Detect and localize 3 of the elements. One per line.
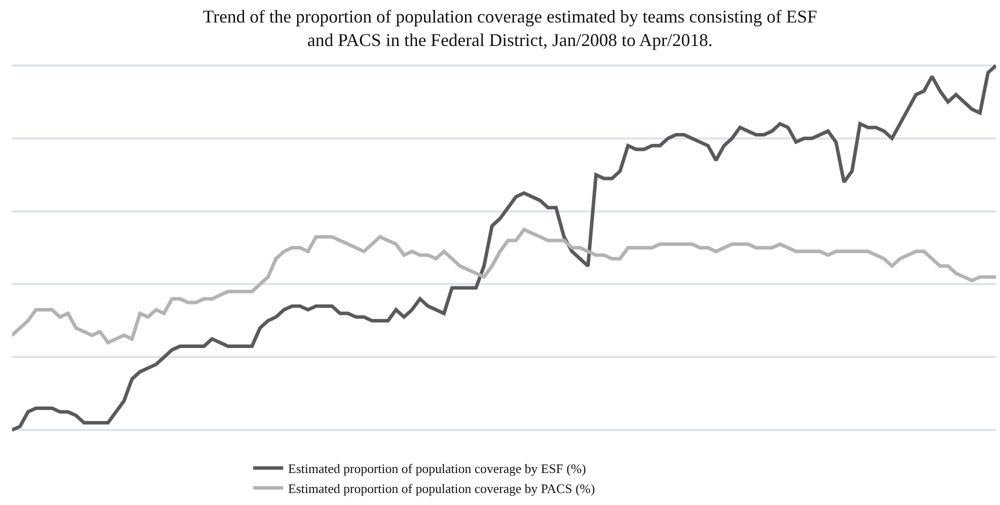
chart-title: Trend of the proportion of population coverage estimated by teams consisting of ESF and PACS in the Federal District, Jan/2008 to Apr/2018. [202,6,818,50]
legend-label: Estimated proportion of population coverage by ESF (%) [288,461,586,476]
legend-label: Estimated proportion of population coverage by PACS (%) [288,480,595,496]
